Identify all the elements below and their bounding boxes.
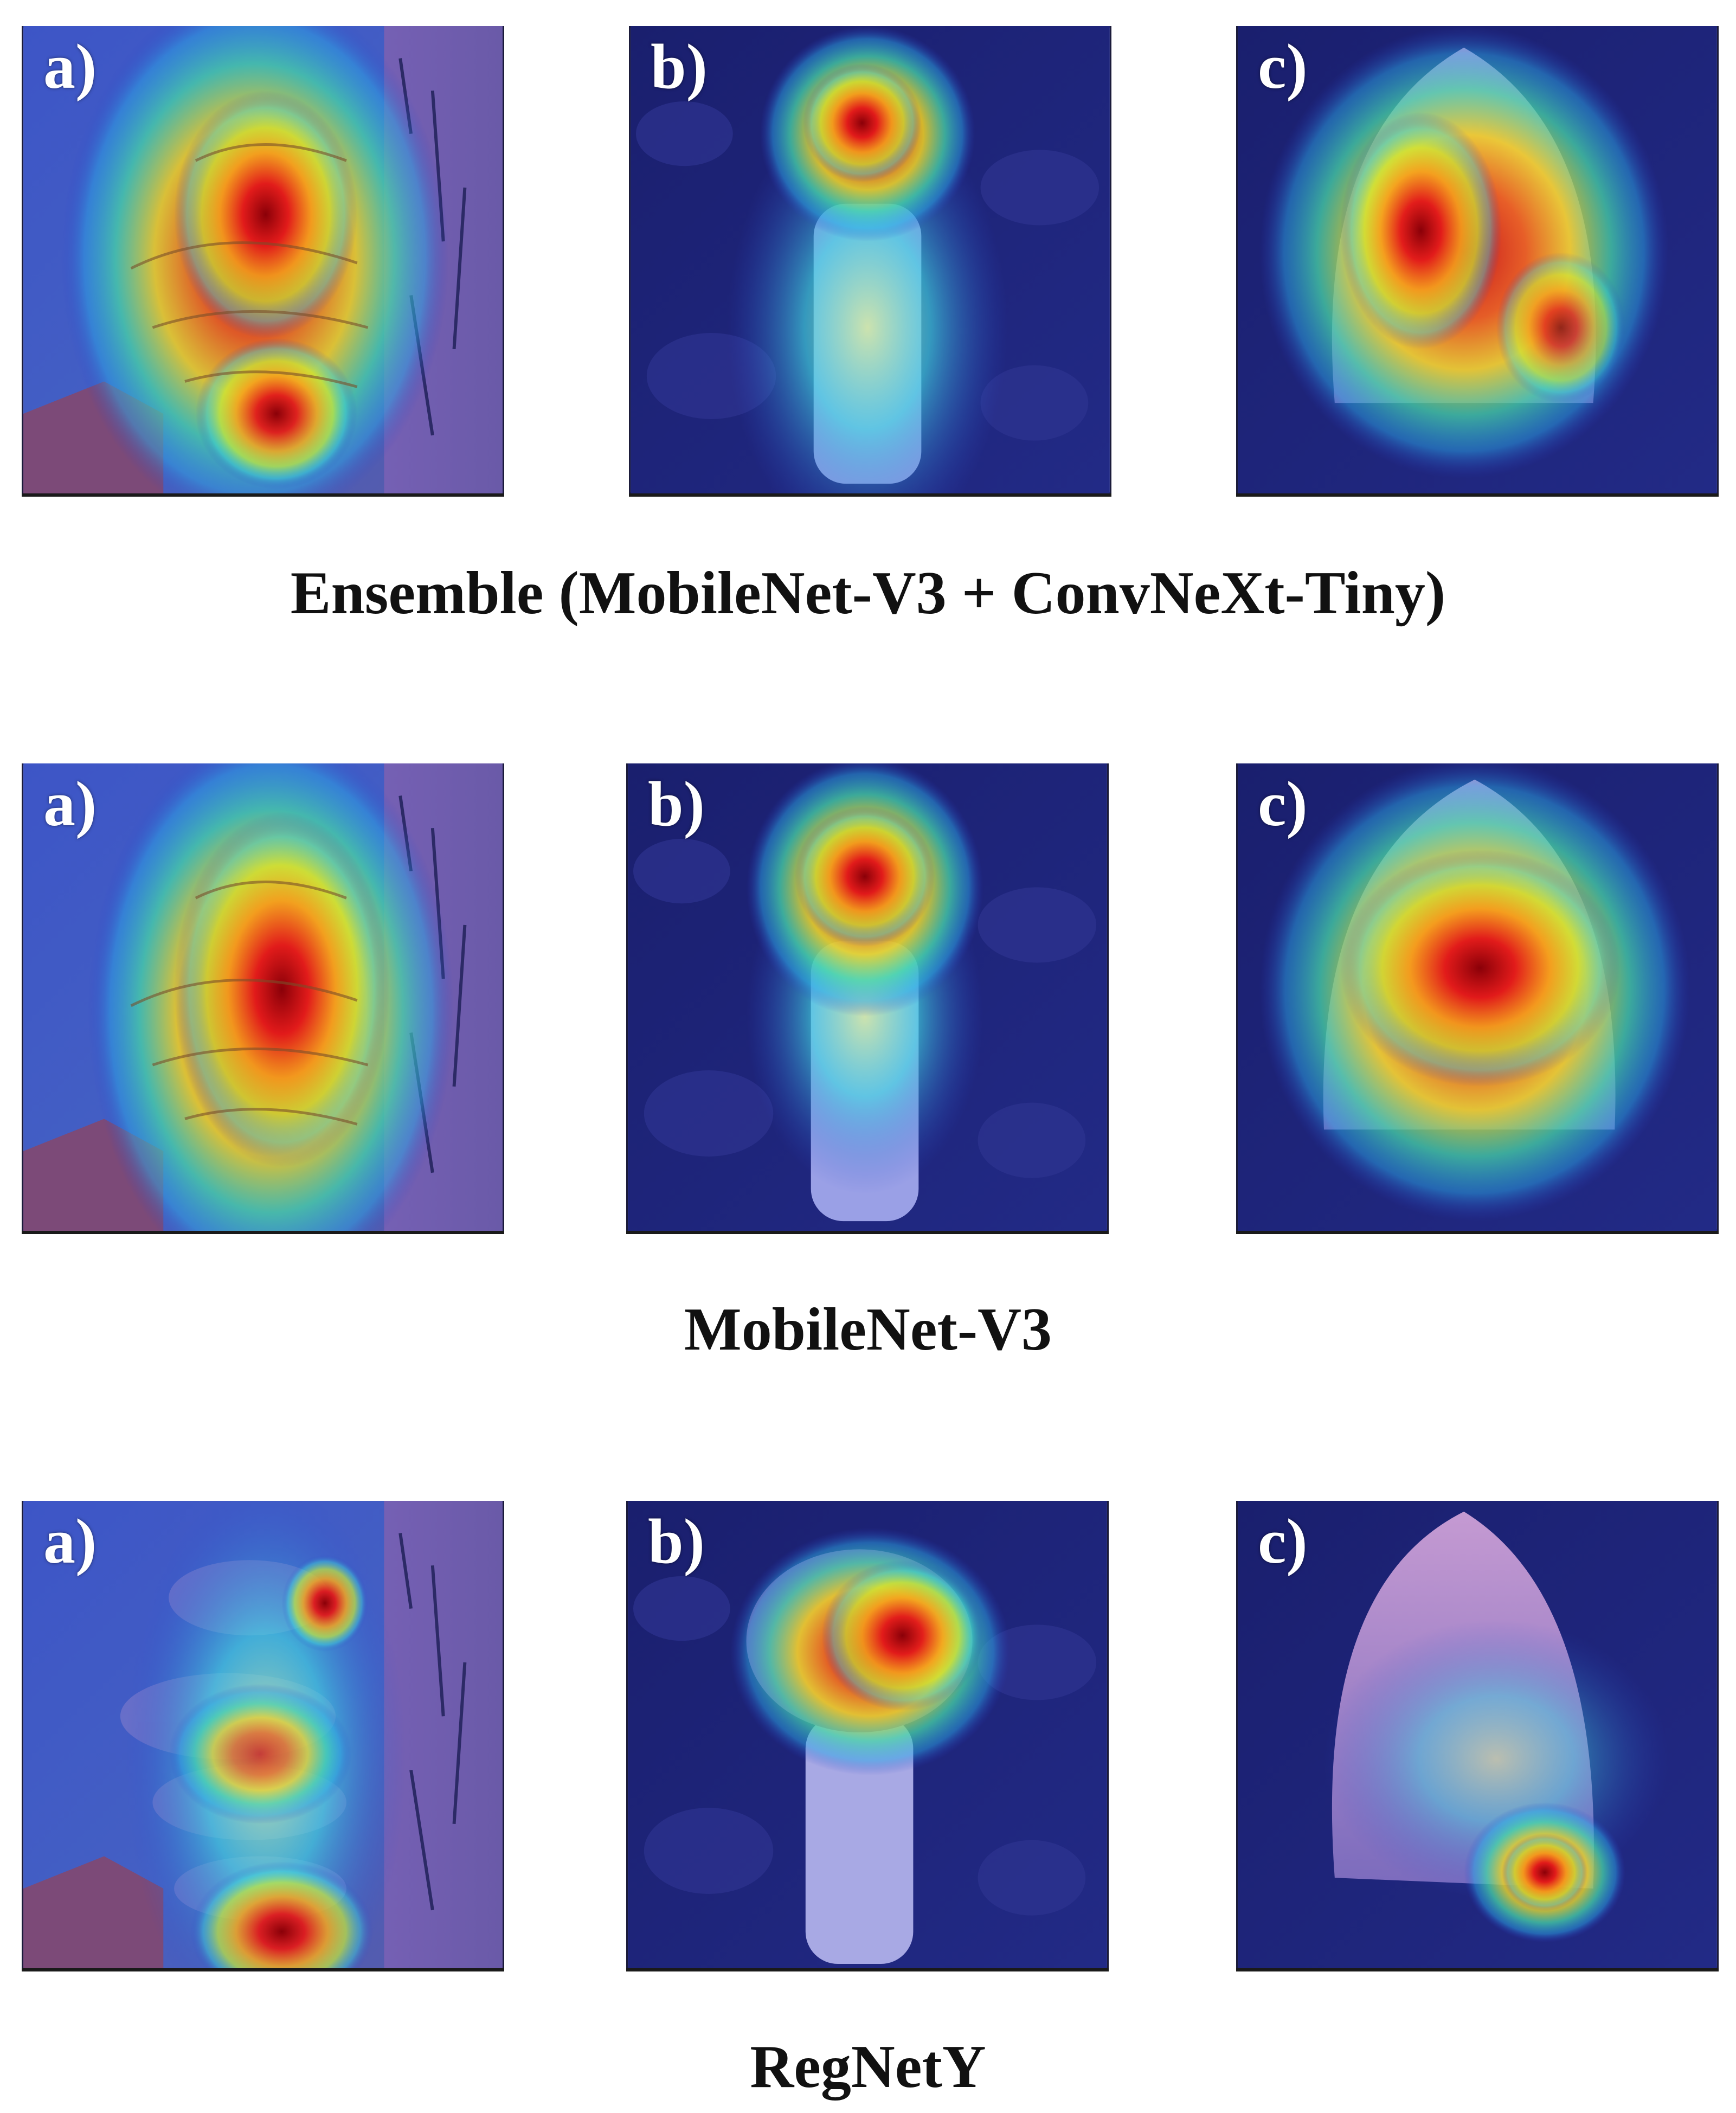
heatmap-panel-b: b) (626, 1501, 1109, 1971)
row-caption: MobileNet-V3 (684, 1296, 1052, 1363)
shaggy-mane-image (628, 1501, 1107, 1968)
panel-tag: b) (648, 1506, 705, 1577)
heatmap-panel-b: b) (629, 26, 1111, 497)
shaggy-ink-cap-image (1238, 763, 1717, 1231)
shaggy-ink-cap-image (1238, 26, 1717, 493)
row-ensemble: a) b) c) Ensemble (MobileNet-V3 + ConvNe… (0, 26, 1736, 633)
panel-tag: c) (1258, 1506, 1308, 1577)
heatmap-panel-c: c) (1236, 1501, 1719, 1971)
row-regnety: a) b) c) RegNetY (0, 1501, 1736, 2108)
heatmap-panel-a: a) (22, 1501, 504, 1971)
row-mobilenet: a) b) c) MobileNet-V3 (0, 763, 1736, 1371)
heatmap-panel-a: a) (22, 26, 504, 497)
oyster-mushroom-image (23, 763, 503, 1231)
heatmap-panel-a: a) (22, 763, 504, 1234)
shaggy-ink-cap-image (1238, 1501, 1717, 1968)
heatmap-panel-c: c) (1236, 26, 1719, 497)
shaggy-mane-image (628, 763, 1107, 1231)
row-caption: Ensemble (MobileNet-V3 + ConvNeXt-Tiny) (290, 560, 1446, 627)
oyster-mushroom-image (23, 26, 503, 493)
heatmap-panel-b: b) (626, 763, 1109, 1234)
panel-tag: a) (43, 31, 97, 102)
oyster-mushroom-image (23, 1501, 503, 1968)
panel-tag: c) (1258, 31, 1308, 102)
panel-tag: a) (43, 768, 97, 839)
panel-tag: a) (43, 1506, 97, 1577)
panel-tag: b) (651, 31, 708, 102)
shaggy-mane-image (631, 26, 1110, 493)
heatmap-panel-c: c) (1236, 763, 1719, 1234)
row-caption: RegNetY (750, 2033, 986, 2101)
panel-tag: b) (648, 768, 705, 839)
panel-tag: c) (1258, 768, 1308, 839)
